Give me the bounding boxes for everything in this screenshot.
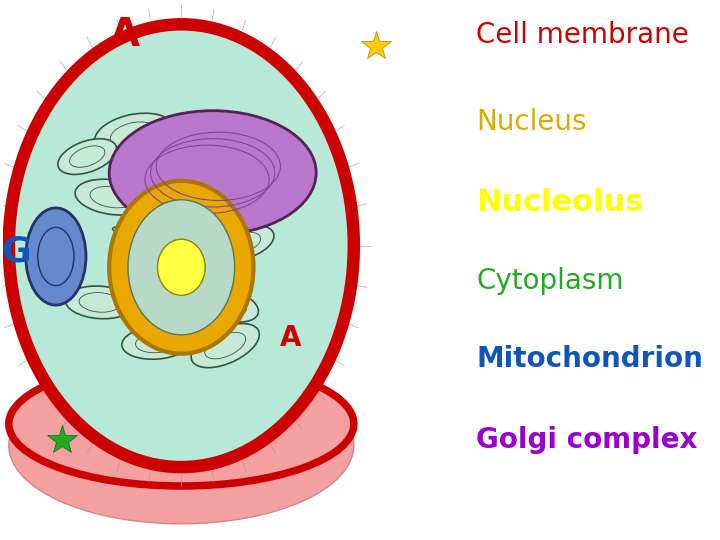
Ellipse shape xyxy=(238,132,294,160)
Ellipse shape xyxy=(9,367,354,524)
Text: Cytoplasm: Cytoplasm xyxy=(476,267,624,295)
Text: A: A xyxy=(280,323,302,352)
Ellipse shape xyxy=(112,252,200,267)
Ellipse shape xyxy=(119,279,194,294)
Ellipse shape xyxy=(128,200,235,335)
Ellipse shape xyxy=(94,113,174,157)
Ellipse shape xyxy=(26,208,86,305)
Text: Golgi complex: Golgi complex xyxy=(476,426,698,454)
Ellipse shape xyxy=(109,111,316,235)
Ellipse shape xyxy=(112,225,200,240)
Ellipse shape xyxy=(233,184,292,216)
Ellipse shape xyxy=(111,239,202,253)
Ellipse shape xyxy=(122,327,191,359)
Ellipse shape xyxy=(115,266,197,280)
Text: Nucleus: Nucleus xyxy=(476,107,587,136)
Ellipse shape xyxy=(158,239,205,295)
Ellipse shape xyxy=(9,24,354,467)
Ellipse shape xyxy=(208,225,274,261)
Ellipse shape xyxy=(198,288,258,322)
Ellipse shape xyxy=(9,362,354,486)
Text: A: A xyxy=(109,16,140,54)
Text: Mitochondrion: Mitochondrion xyxy=(476,345,703,373)
Ellipse shape xyxy=(66,286,134,319)
Text: Cell membrane: Cell membrane xyxy=(476,21,689,49)
Ellipse shape xyxy=(191,323,259,368)
Ellipse shape xyxy=(75,179,150,215)
Ellipse shape xyxy=(109,181,253,354)
Ellipse shape xyxy=(58,139,117,174)
Text: Nucleolus: Nucleolus xyxy=(476,188,644,217)
Text: G: G xyxy=(1,234,31,268)
